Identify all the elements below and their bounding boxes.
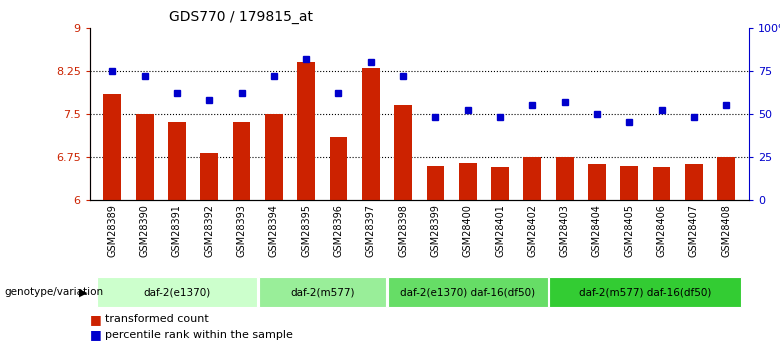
Text: GSM28389: GSM28389 [108, 204, 117, 257]
Bar [588, 165, 606, 200]
Bar [653, 167, 671, 200]
Bar [523, 157, 541, 200]
Text: GSM28395: GSM28395 [301, 204, 311, 257]
Text: transformed count: transformed count [105, 314, 209, 324]
Text: GSM28390: GSM28390 [140, 204, 150, 257]
Text: GDS770 / 179815_at: GDS770 / 179815_at [168, 10, 313, 24]
Bar [200, 153, 218, 200]
Text: GSM28408: GSM28408 [722, 204, 731, 257]
Bar [556, 157, 573, 200]
Text: GSM28391: GSM28391 [172, 204, 182, 257]
Bar [136, 114, 154, 200]
Text: daf-2(e1370): daf-2(e1370) [144, 287, 211, 297]
Text: GSM28397: GSM28397 [366, 204, 376, 257]
Text: daf-2(e1370) daf-16(df50): daf-2(e1370) daf-16(df50) [400, 287, 535, 297]
Text: GSM28404: GSM28404 [592, 204, 602, 257]
Text: ▶: ▶ [79, 287, 87, 297]
Bar [620, 166, 638, 200]
Bar [549, 277, 741, 307]
Text: GSM28402: GSM28402 [527, 204, 537, 257]
Text: GSM28399: GSM28399 [431, 204, 441, 257]
Bar [98, 277, 257, 307]
Text: GSM28393: GSM28393 [236, 204, 246, 257]
Bar [168, 122, 186, 200]
Text: GSM28392: GSM28392 [204, 204, 215, 257]
Text: GSM28398: GSM28398 [398, 204, 408, 257]
Bar [259, 277, 386, 307]
Bar [685, 165, 703, 200]
Bar [427, 166, 445, 200]
Text: ■: ■ [90, 328, 105, 341]
Text: GSM28405: GSM28405 [624, 204, 634, 257]
Text: GSM28400: GSM28400 [463, 204, 473, 257]
Bar [297, 62, 315, 200]
Text: GSM28407: GSM28407 [689, 204, 699, 257]
Text: genotype/variation: genotype/variation [4, 287, 103, 297]
Bar [232, 122, 250, 200]
Text: daf-2(m577): daf-2(m577) [290, 287, 355, 297]
Text: ■: ■ [90, 313, 105, 326]
Bar [718, 157, 735, 200]
Bar [491, 167, 509, 200]
Bar [388, 277, 548, 307]
Text: GSM28406: GSM28406 [657, 204, 667, 257]
Bar [394, 105, 412, 200]
Text: daf-2(m577) daf-16(df50): daf-2(m577) daf-16(df50) [580, 287, 711, 297]
Bar [459, 163, 477, 200]
Text: GSM28401: GSM28401 [495, 204, 505, 257]
Bar [330, 137, 347, 200]
Text: GSM28396: GSM28396 [334, 204, 343, 257]
Text: percentile rank within the sample: percentile rank within the sample [105, 330, 293, 339]
Text: GSM28394: GSM28394 [269, 204, 279, 257]
Bar [104, 94, 121, 200]
Bar [362, 68, 380, 200]
Text: GSM28403: GSM28403 [559, 204, 569, 257]
Bar [265, 114, 282, 200]
